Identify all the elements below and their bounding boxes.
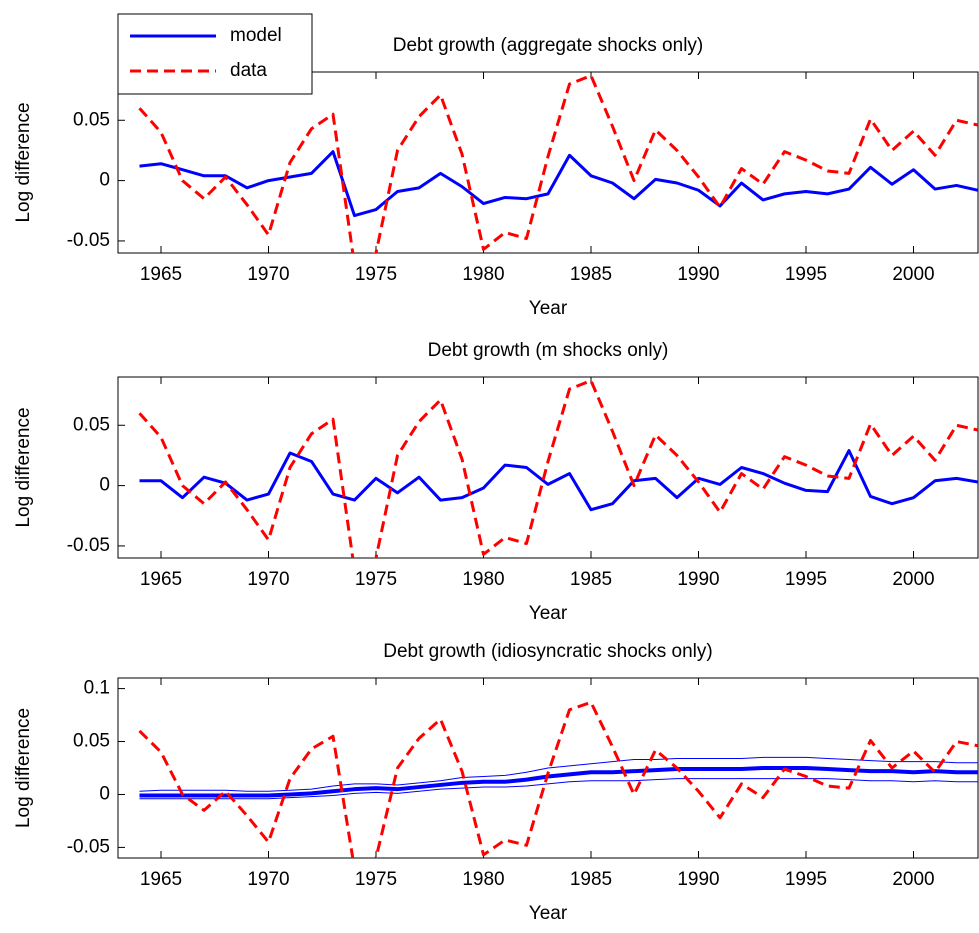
y-tick-label: 0 [99,475,110,496]
axes-box [117,376,979,559]
chart-title: Debt growth (idiosyncratic shocks only) [383,641,712,662]
chart-title: Debt growth (m shocks only) [428,340,669,361]
axes-box [117,71,979,254]
series-line [139,449,978,512]
x-tick-label: 2000 [892,569,934,590]
x-axis-label: Year [529,903,568,924]
x-tick-label: 1990 [677,569,719,590]
legend-label: data [230,60,267,81]
series-line [138,700,978,858]
y-tick-label: 0.05 [73,109,110,130]
x-tick-label: 1980 [462,264,504,285]
plot-area [138,379,978,558]
series-line [139,778,978,800]
y-tick-label: -0.05 [67,836,110,857]
x-tick-label: 1970 [247,264,289,285]
x-tick-label: 1965 [140,569,182,590]
plot-area [138,74,978,253]
x-tick-label: 1990 [677,264,719,285]
y-tick-label: 0.05 [73,731,110,752]
y-axis-label: Log difference [13,407,34,527]
series-line [139,756,978,792]
x-tick-label: 1985 [570,569,612,590]
x-tick-label: 1965 [140,869,182,890]
plot-area [138,700,978,858]
x-tick-label: 1980 [462,869,504,890]
x-tick-label: 1965 [140,264,182,285]
y-axis-label: Log difference [13,102,34,222]
x-tick-label: 1995 [785,869,827,890]
x-tick-label: 1995 [785,264,827,285]
y-tick-label: 0.1 [84,678,110,699]
x-tick-label: 2000 [892,264,934,285]
x-axis-label: Year [529,603,568,624]
x-tick-label: 1975 [355,264,397,285]
x-axis-label: Year [529,298,568,319]
y-tick-label: -0.05 [67,535,110,556]
x-tick-label: 1975 [355,869,397,890]
axes-box [117,677,979,859]
y-axis-label: Log difference [13,708,34,828]
y-tick-label: 0 [99,783,110,804]
series-line [138,74,978,253]
legend-box [117,13,313,95]
x-tick-label: 1995 [785,569,827,590]
x-tick-label: 1970 [247,569,289,590]
series-line [138,379,978,558]
x-tick-label: 2000 [892,869,934,890]
series-line [139,150,978,218]
legend-label: model [230,25,282,46]
x-tick-label: 1980 [462,569,504,590]
y-tick-label: 0.05 [73,414,110,435]
y-tick-label: -0.05 [67,230,110,251]
y-tick-label: 0 [99,170,110,191]
x-tick-label: 1990 [677,869,719,890]
x-tick-label: 1975 [355,569,397,590]
x-tick-label: 1985 [570,869,612,890]
x-tick-label: 1970 [247,869,289,890]
x-tick-label: 1985 [570,264,612,285]
series-line [139,766,978,798]
chart-title: Debt growth (aggregate shocks only) [393,35,704,56]
